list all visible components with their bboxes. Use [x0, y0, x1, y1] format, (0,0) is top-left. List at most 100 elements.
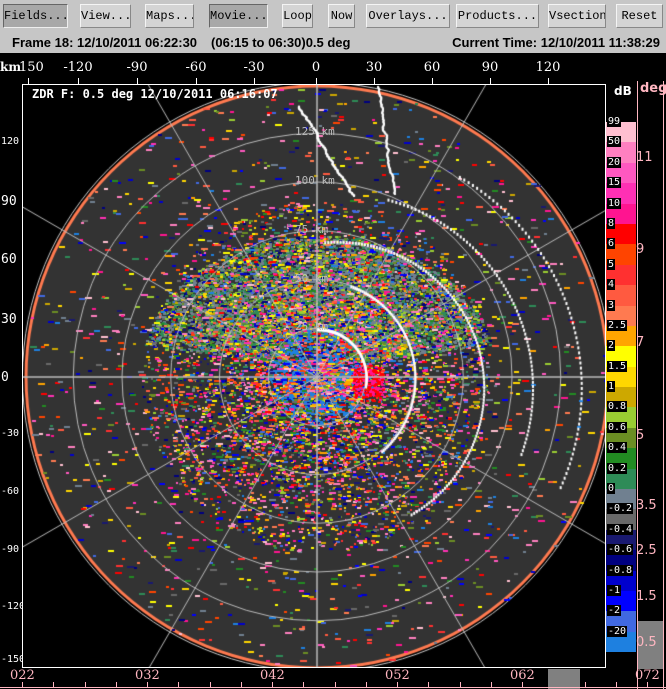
color-scale-label: 1.5	[607, 360, 628, 372]
colorscale-unit: dB	[614, 84, 632, 98]
color-scale-label: 0.2	[607, 462, 628, 474]
x-tick-label: 60	[423, 60, 441, 75]
color-scale-label: -0.6	[607, 544, 634, 556]
color-scale-label: 8	[607, 217, 616, 229]
status-bar: Frame 18: 12/10/2011 06:22:30 (06:15 to …	[0, 31, 666, 53]
elevation-scale: deg 11 9 7 5 3.5 2.5 1.5 0.5	[636, 81, 666, 689]
range-ring-label: 75 km	[295, 222, 329, 236]
time-axis-tick	[585, 682, 586, 688]
time-axis-tick	[210, 682, 211, 688]
elevation-label: 3.5	[636, 498, 657, 513]
color-scale-label: 3	[607, 299, 616, 311]
color-scale-label: -0.4	[607, 523, 634, 535]
elevation-label: 2.5	[636, 543, 657, 558]
time-axis-tick	[366, 682, 367, 688]
time-axis-tick	[178, 682, 179, 688]
x-tick-mark	[78, 78, 79, 84]
color-scale-label: 1	[607, 381, 616, 393]
x-tick-label: -120	[63, 60, 93, 75]
y-tick-label: -60	[1, 486, 20, 497]
time-axis-tick	[22, 682, 23, 688]
time-axis-tick	[647, 682, 648, 688]
time-axis-tick	[460, 682, 461, 688]
toolbar-button-view[interactable]: View...	[80, 4, 131, 28]
x-tick-mark	[316, 78, 317, 84]
toolbar: Fields... View... Maps... Movie... Loop Now Ov…	[0, 0, 666, 31]
elevation-unit: deg	[640, 81, 666, 96]
range-ring-label: 50 km	[295, 271, 329, 285]
y-tick-label: -150	[1, 654, 26, 665]
color-scale-label: 50	[607, 136, 622, 148]
time-axis-tick	[491, 682, 492, 688]
elevation-label: 0.5 deg	[305, 35, 351, 50]
x-tick-mark	[490, 78, 491, 84]
color-scale-label: -0.2	[607, 503, 634, 515]
x-tick-label: -30	[243, 60, 265, 75]
color-scale-label: 0.6	[607, 421, 628, 433]
time-axis-tick	[53, 682, 54, 688]
color-scale-label: 20	[607, 156, 622, 168]
time-axis-tick	[147, 682, 148, 688]
color-scale-label: 99	[607, 116, 622, 127]
elevation-label: 7	[636, 335, 645, 350]
time-axis-tick	[303, 682, 304, 688]
toolbar-button-maps[interactable]: Maps...	[145, 4, 194, 28]
color-scale: 99 50 20 15 10 8 6 5 4 3 2.5 2 1.5 1 0.8 0.6 0.4 0.2 0 -0.2…	[606, 116, 636, 653]
color-scale-label: 2.5	[607, 319, 628, 331]
radar-ppi-canvas[interactable]	[23, 85, 605, 667]
range-ring-label: 25 km	[295, 320, 329, 334]
radar-plot[interactable]: ZDR F: 0.5 deg 12/10/2011 06:16:07 25 km…	[22, 84, 606, 668]
time-axis-label: 022	[10, 668, 35, 683]
color-scale-swatch: -20	[606, 625, 636, 653]
time-axis-label: 072	[635, 668, 660, 683]
color-scale-label: 0.8	[607, 401, 628, 413]
x-tick-label: 150	[19, 60, 44, 75]
time-axis-tick	[428, 682, 429, 688]
elevation-label: 1.5	[636, 589, 657, 604]
color-scale-label: 10	[607, 197, 622, 209]
x-tick-label: 90	[481, 60, 499, 75]
plot-title: ZDR F: 0.5 deg 12/10/2011 06:16:07	[32, 87, 278, 101]
time-axis-tick	[397, 682, 398, 688]
x-tick-mark	[28, 78, 29, 84]
x-tick-label: 120	[535, 60, 561, 75]
x-tick-label: 30	[365, 60, 383, 75]
color-scale-label: 6	[607, 238, 616, 250]
elevation-label: 5	[636, 428, 645, 443]
time-axis-tick	[85, 682, 86, 688]
toolbar-button-vsection[interactable]: Vsection	[548, 4, 606, 28]
y-tick-label: -120	[1, 601, 26, 612]
toolbar-button-loop[interactable]: Loop	[282, 4, 313, 28]
time-axis-line	[0, 687, 666, 688]
toolbar-button-reset[interactable]: Reset	[616, 4, 663, 28]
x-tick-label: -90	[126, 60, 148, 75]
elevation-label: 0.5	[636, 635, 657, 650]
color-scale-label: 0.4	[607, 442, 628, 454]
time-axis-tick	[616, 682, 617, 688]
y-tick-label: 90	[1, 194, 17, 209]
range-ring-label: 125 km	[295, 125, 335, 139]
color-scale-label: -0.8	[607, 564, 634, 576]
time-axis-label: 062	[510, 668, 535, 683]
x-axis-unit: km	[0, 60, 22, 74]
x-tick-mark	[196, 78, 197, 84]
x-tick-mark	[432, 78, 433, 84]
toolbar-button-fields[interactable]: Fields...	[3, 4, 68, 28]
color-scale-label: -1	[607, 584, 622, 596]
x-tick-mark	[254, 78, 255, 84]
color-scale-label: 2	[607, 340, 616, 352]
toolbar-button-movie[interactable]: Movie...	[209, 4, 268, 28]
time-axis-tick	[241, 682, 242, 688]
frame-time-range: (06:15 to 06:30)	[211, 35, 306, 50]
x-tick-mark	[374, 78, 375, 84]
x-tick-label: 0	[311, 60, 321, 75]
current-time: Current Time: 12/10/2011 11:38:29	[452, 35, 660, 50]
color-scale-label: 15	[607, 177, 622, 189]
x-tick-mark	[548, 78, 549, 84]
toolbar-button-now[interactable]: Now	[328, 4, 355, 28]
toolbar-button-overlays[interactable]: Overlays...	[366, 4, 450, 28]
time-axis-indicator[interactable]	[548, 669, 580, 689]
x-tick-label: -60	[185, 60, 207, 75]
elevation-label: 9	[636, 242, 645, 257]
toolbar-button-products[interactable]: Products...	[456, 4, 539, 28]
